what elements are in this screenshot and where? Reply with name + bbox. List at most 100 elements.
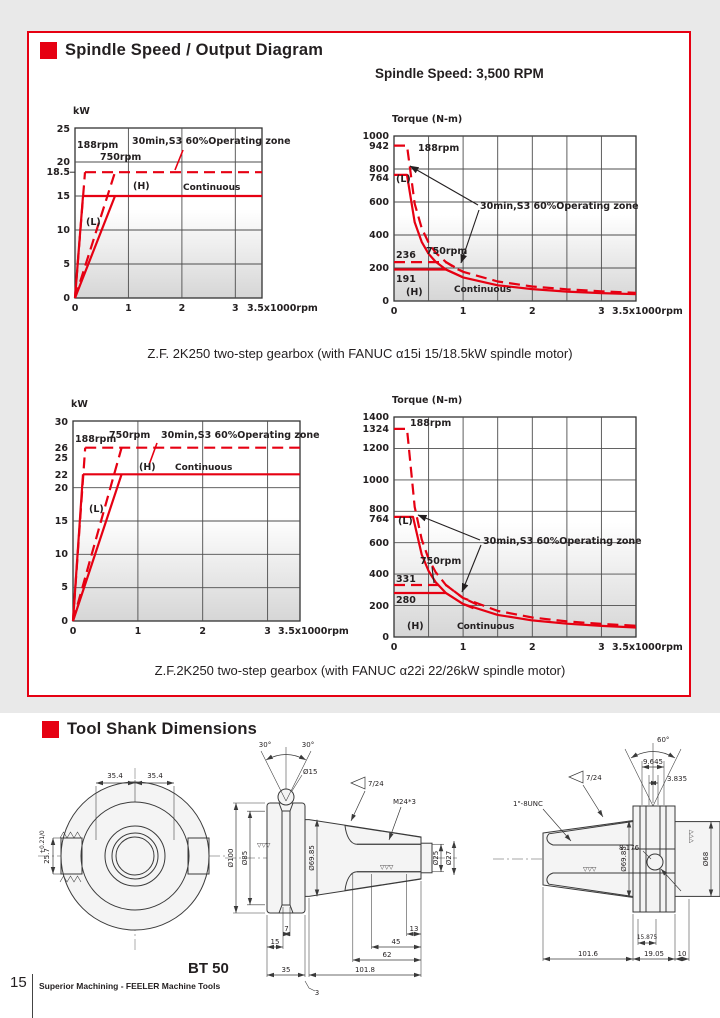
angle-60: 60° — [657, 736, 669, 744]
y-tick-label: 764 — [369, 173, 389, 184]
spindle-speed-note: Spindle Speed: 3,500 RPM — [375, 66, 544, 81]
y-axis-labels: 1000 942 800 764 600 400 200 0 — [363, 131, 390, 307]
operating-zone-label: 30min,S3 60%Operating zone — [480, 201, 639, 212]
y-tick-label: 600 — [369, 197, 389, 208]
dim-d25: Ø25 — [432, 851, 440, 865]
dimension-lines — [50, 780, 175, 883]
continuous-label: Continuous — [457, 622, 514, 632]
grid-lines — [394, 417, 636, 637]
x-tick-label: 1 — [125, 303, 132, 314]
y-tick-label: 30 — [55, 417, 69, 428]
taper-ratio-label: 7/24 — [586, 774, 602, 782]
y-tick-label: 18.5 — [47, 167, 70, 178]
chart-annotations: 188rpm (L) 750rpm 236 191 (H) Continuous… — [396, 143, 639, 298]
grid-lines — [394, 136, 636, 301]
thread-leader — [542, 808, 572, 842]
x-tick-label: 2 — [179, 303, 186, 314]
x-axis-labels: 0 1 2 3 3.5x1000rpm — [72, 303, 318, 314]
y-tick-label: 0 — [63, 293, 70, 304]
chart-annotations: 188rpm 750rpm 30min,S3 60%Operating zone… — [75, 430, 320, 515]
y-tick-label: 1200 — [363, 443, 390, 454]
h-gear-label: (H) — [406, 287, 423, 298]
y-tick-label: 5 — [63, 259, 70, 270]
y-tick-label: 1000 — [363, 131, 390, 142]
thread-marks: ▽▽▽ — [380, 865, 394, 871]
surface-marks: ▽▽▽ — [257, 843, 271, 849]
footer-tagline: Superior Machining - FEELER Machine Tool… — [39, 981, 221, 991]
plot-area — [393, 416, 637, 638]
thread-marks: ▽▽▽ — [583, 867, 597, 873]
l-gear-label: (L) — [398, 516, 413, 527]
torque-curves — [394, 427, 637, 629]
x-max-label: 3.5x1000rpm — [612, 642, 683, 653]
tool-shank-bt50-view: 30° 30° Ø15 7/24 M24*3 Ø100 Ø85 Ø69.85 Ø… — [225, 741, 457, 997]
dim-7: 7 — [284, 925, 288, 933]
rpm750-label: 750rpm — [426, 246, 467, 257]
y-tick-label: 20 — [55, 483, 69, 494]
torque-curves — [394, 144, 637, 296]
y-tick-label: 0 — [61, 616, 68, 627]
rpm750-label: 750rpm — [109, 430, 150, 441]
x-tick-label: 0 — [391, 306, 398, 317]
y-tick-label: 1324 — [363, 424, 390, 435]
x-axis-labels: 0 1 2 3 3.5x1000rpm — [391, 306, 683, 317]
section-hatch-upper — [546, 820, 634, 846]
thread-label: 1"-8UNC — [513, 800, 543, 808]
y-tick-label: 800 — [369, 504, 389, 515]
axis-title: Torque (N-m) — [392, 114, 462, 125]
y-tick-label: 15 — [57, 191, 70, 202]
dim-d27: Ø27 — [445, 851, 453, 865]
dim-3: 3 — [315, 989, 319, 997]
y-tick-label: 942 — [369, 141, 389, 152]
h-gear-label: (H) — [139, 462, 156, 473]
taper-symbol — [568, 770, 604, 818]
body-cylinder — [674, 821, 720, 897]
dim-35-4-right: 35.4 — [147, 772, 163, 780]
y-axis-labels: 30 26 25 22 20 15 10 5 0 — [55, 417, 69, 627]
y-axis-labels: 25 20 18.5 15 10 5 0 — [47, 124, 71, 304]
y-tick-label: 600 — [369, 538, 389, 549]
dim-d6985: Ø69.85 — [620, 846, 628, 872]
y-tick-label: 26 — [55, 443, 69, 454]
dim-d68: Ø68 — [702, 852, 710, 866]
hole-leader — [642, 850, 652, 860]
x-max-label: 3.5x1000rpm — [612, 306, 683, 317]
y-tick-label: 15 — [55, 516, 68, 527]
dim-15: 15 — [271, 938, 280, 946]
footer-divider — [32, 974, 33, 1018]
shank-body — [266, 788, 433, 914]
tool-shank-front-view: 35.4 35.4 25.7 +0.21/0 — [38, 768, 225, 953]
section1-title: Spindle Speed / Output Diagram — [65, 41, 324, 59]
dim-15-875: 15.875 — [637, 935, 658, 941]
dim-slot-tolerance: +0.21/0 — [40, 830, 46, 854]
y-tick-label: 25 — [55, 453, 68, 464]
l-gear-label: (L) — [396, 174, 411, 185]
dim-19-05: 19.05 — [644, 950, 664, 958]
drive-key-right — [187, 837, 210, 875]
x-max-label: 3.5x1000rpm — [247, 303, 318, 314]
power-curves — [71, 446, 300, 622]
dim-101-8: 101.8 — [355, 966, 375, 974]
y-tick-label: 764 — [369, 514, 389, 525]
operating-zone-label: 30min,S3 60%Operating zone — [161, 430, 320, 441]
y-tick-label: 800 — [369, 164, 389, 175]
y-tick-label: 1400 — [363, 412, 390, 423]
x-tick-label: 2 — [529, 306, 536, 317]
x-tick-label: 1 — [460, 306, 467, 317]
hole-arrow — [660, 868, 682, 892]
l-gear-label: (L) — [89, 504, 104, 515]
axis-title: Torque (N-m) — [392, 395, 462, 406]
dim-35-4-left: 35.4 — [107, 772, 123, 780]
torque-236-label: 236 — [396, 250, 416, 261]
x-tick-label: 2 — [529, 642, 536, 653]
caption-gearbox-22: Z.F.2K250 two-step gearbox (with FANUC α… — [154, 663, 566, 678]
plot-area — [74, 127, 263, 299]
operating-zone-label: 30min,S3 60%Operating zone — [483, 536, 642, 547]
dim-101-6: 101.6 — [578, 950, 599, 958]
x-tick-label: 3 — [598, 306, 605, 317]
chart-annotations: 188rpm 750rpm 30min,S3 60%Operating zone… — [77, 136, 291, 228]
continuous-label: Continuous — [183, 183, 240, 193]
y-tick-label: 10 — [57, 225, 71, 236]
thread-zigzag — [59, 875, 82, 883]
thread-leader — [388, 806, 402, 841]
